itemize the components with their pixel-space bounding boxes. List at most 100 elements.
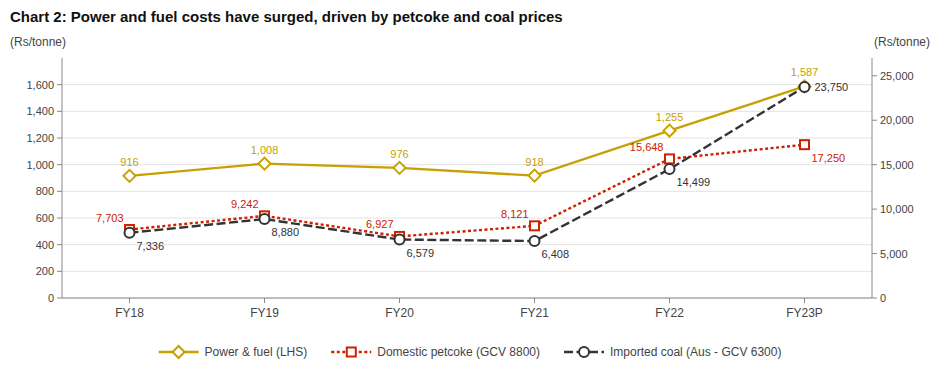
legend-item: Domestic petcoke (GCV 8800) (331, 345, 540, 359)
y-tick-label: 1,400 (26, 105, 54, 117)
data-point (800, 82, 810, 92)
grid-line (62, 191, 872, 192)
y-tick-label: 600 (36, 212, 54, 224)
y-tick (57, 111, 62, 112)
legend-label: Domestic petcoke (GCV 8800) (377, 345, 540, 359)
grid-line (62, 111, 872, 112)
y-tick-label: 1,000 (26, 159, 54, 171)
data-point (395, 235, 405, 245)
chart: Chart 2: Power and fuel costs have surge… (0, 0, 940, 372)
legend: Power & fuel (LHS) Domestic petcoke (GCV … (159, 345, 782, 359)
legend-marker (173, 346, 185, 358)
data-label: 6,579 (407, 247, 435, 259)
data-label: 6,927 (366, 218, 394, 230)
title: Chart 2: Power and fuel costs have surge… (10, 8, 563, 25)
y2-axis-line (872, 58, 873, 298)
data-label: 8,880 (272, 226, 300, 238)
data-point (665, 164, 675, 174)
data-label: 14,499 (677, 176, 711, 188)
y2-tick (872, 298, 877, 299)
y-tick (57, 218, 62, 219)
y-tick (57, 138, 62, 139)
y-tick (57, 244, 62, 245)
data-label: 918 (525, 156, 543, 168)
x-tick (264, 298, 265, 303)
data-label: 9,242 (231, 198, 259, 210)
series-line (130, 86, 805, 175)
y2-tick-label: 5,000 (880, 248, 908, 260)
grid-line (62, 138, 872, 139)
y-tick (57, 191, 62, 192)
y-tick-label: 400 (36, 239, 54, 251)
y-tick (57, 271, 62, 272)
legend-marker (579, 347, 589, 357)
data-label: 7,703 (96, 212, 124, 224)
data-point (529, 170, 541, 182)
data-point (124, 170, 136, 182)
grid-line (62, 218, 872, 219)
data-labels: 916 1,008 976 918 1,255 1,587 7,703 9,242 6,927 8… (96, 66, 848, 260)
legend-marker (347, 348, 356, 357)
y2-tick (872, 253, 877, 254)
data-label: 1,255 (656, 111, 684, 123)
y-axis-line (62, 58, 63, 298)
x-tick-label: FY23P (786, 306, 823, 320)
y2-tick (872, 120, 877, 121)
data-label: 1,008 (251, 144, 279, 156)
y2-tick-label: 20,000 (880, 114, 914, 126)
data-label: 976 (390, 148, 408, 160)
y-tick-label: 200 (36, 265, 54, 277)
data-point (800, 140, 809, 149)
data-point (394, 162, 406, 174)
y-tick (57, 298, 62, 299)
y2-tick (872, 75, 877, 76)
grid-line (62, 271, 872, 272)
x-tick (804, 298, 805, 303)
data-point (530, 221, 539, 230)
y2-tick (872, 209, 877, 210)
data-point (530, 236, 540, 246)
grid-line (62, 164, 872, 165)
grid-line (62, 244, 872, 245)
data-point (799, 80, 811, 92)
x-tick (399, 298, 400, 303)
data-label: 7,336 (137, 240, 165, 252)
legend-label: Power & fuel (LHS) (205, 345, 308, 359)
data-label: 1,587 (791, 66, 819, 78)
grid-line (62, 298, 872, 299)
x-tick (669, 298, 670, 303)
x-axis-line (62, 298, 872, 299)
x-tick-label: FY19 (250, 306, 279, 320)
y-tick-label: 1,200 (26, 132, 54, 144)
y2-tick-label: 15,000 (880, 159, 914, 171)
y-axis-label: (Rs/tonne) (10, 35, 66, 49)
data-label: 15,648 (630, 141, 664, 153)
x-tick (534, 298, 535, 303)
data-point (260, 214, 270, 224)
data-label: 17,250 (812, 152, 846, 164)
plot-area (124, 80, 811, 246)
data-label: 8,121 (501, 208, 529, 220)
y2-axis-label: (Rs/tonne) (874, 35, 930, 49)
data-point (259, 158, 271, 170)
legend-item: Imported coal (Aus - GCV 6300) (564, 345, 781, 359)
y2-tick-label: 10,000 (880, 203, 914, 215)
series-line (130, 87, 805, 241)
legend-item: Power & fuel (LHS) (159, 345, 308, 359)
data-point (665, 154, 674, 163)
x-tick-label: FY22 (655, 306, 684, 320)
x-tick-label: FY21 (520, 306, 549, 320)
grid-line (62, 84, 872, 85)
data-label: 916 (120, 156, 138, 168)
data-label: 6,408 (542, 248, 570, 260)
data-point (664, 125, 676, 137)
data-label: 23,750 (815, 81, 849, 93)
data-point (125, 228, 135, 238)
x-tick (129, 298, 130, 303)
y-tick-label: 1,600 (26, 79, 54, 91)
y-tick-label: 800 (36, 185, 54, 197)
y-tick (57, 84, 62, 85)
y-tick-label: 0 (48, 292, 54, 304)
y2-tick-label: 25,000 (880, 70, 914, 82)
legend-label: Imported coal (Aus - GCV 6300) (610, 345, 781, 359)
